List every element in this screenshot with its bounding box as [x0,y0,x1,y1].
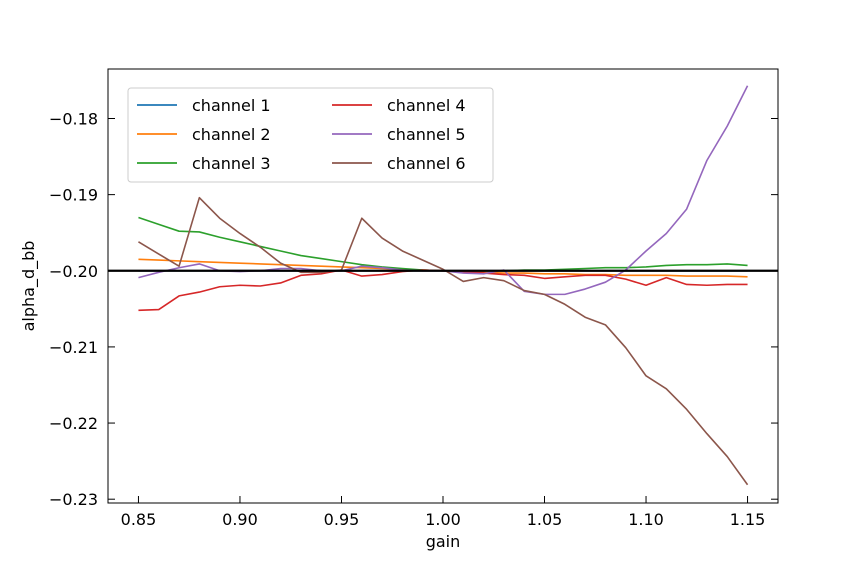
x-tick-label: 1.05 [527,510,563,529]
legend-item: channel 3 [137,154,271,173]
x-tick-label: 1.00 [425,510,461,529]
legend-label: channel 5 [387,125,466,144]
y-tick-label: −0.23 [49,490,98,509]
y-axis: −0.23 −0.22 −0.21 −0.20 −0.19 −0.18 [49,109,778,509]
y-tick-label: −0.22 [49,414,98,433]
x-tick-label: 1.15 [730,510,766,529]
legend: channel 1 channel 2 channel 3 channel 4 chan… [127,87,494,183]
x-axis-title: gain [426,532,461,551]
legend-item: channel 2 [137,125,271,144]
y-tick-label: −0.19 [49,186,98,205]
x-axis: 0.85 0.90 0.95 1.00 1.05 1.10 1.15 [121,496,766,529]
legend-item: channel 1 [137,96,271,115]
legend-item: channel 6 [332,154,466,173]
x-tick-label: 0.85 [121,510,157,529]
legend-label: channel 6 [387,154,466,173]
legend-label: channel 3 [192,154,271,173]
series-line-6 [138,196,749,486]
legend-label: channel 2 [192,125,271,144]
x-tick-label: 0.90 [222,510,258,529]
y-tick-label: −0.20 [49,262,98,281]
y-tick-label: −0.21 [49,338,98,357]
legend-box [127,87,494,183]
legend-label: channel 1 [192,96,271,115]
legend-item: channel 5 [332,125,466,144]
y-axis-title: alpha_d_bb [19,241,39,332]
legend-item: channel 4 [332,96,466,115]
x-tick-label: 0.95 [324,510,360,529]
legend-label: channel 4 [387,96,466,115]
x-tick-label: 1.10 [628,510,664,529]
y-tick-label: −0.18 [49,109,98,128]
